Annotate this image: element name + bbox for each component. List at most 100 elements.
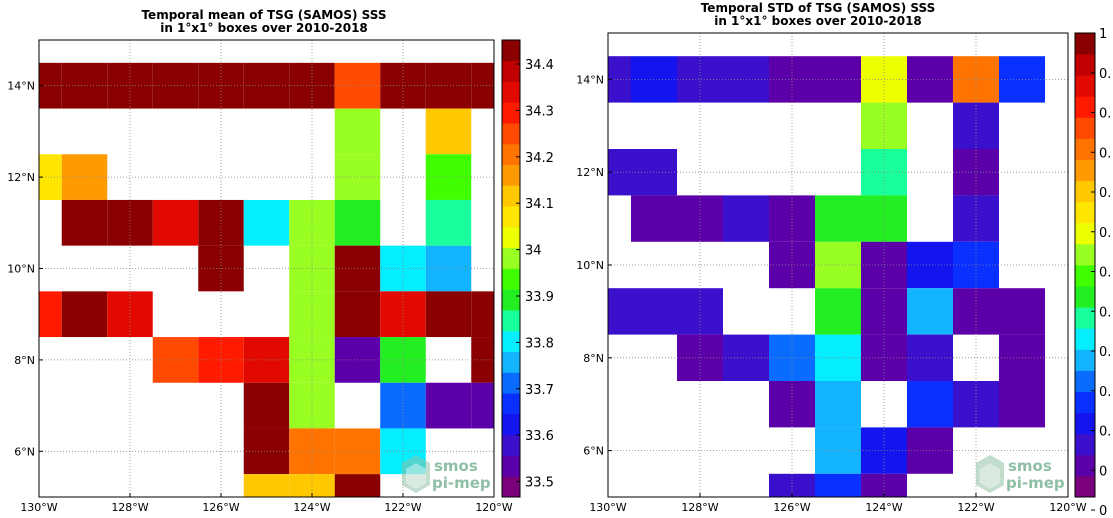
- colorbar-segment: [1075, 96, 1095, 118]
- colorbar-segment: [502, 185, 520, 207]
- x-tick-label: 126°W: [202, 501, 239, 514]
- y-tick-label: 12°N: [7, 171, 35, 184]
- colorbar-segment: [502, 247, 520, 269]
- logo-text-smos: smos: [1008, 457, 1052, 475]
- sss-mean-chart: Temporal mean of TSG (SAMOS) SSS in 1°x1…: [7, 8, 554, 514]
- heatmap-cell: [61, 199, 108, 246]
- heatmap-cell: [243, 62, 290, 109]
- heatmap-cell: [953, 102, 999, 149]
- colorbar-segment: [502, 434, 520, 456]
- heatmap-cell: [861, 288, 907, 335]
- heatmap-cell: [815, 56, 861, 103]
- colorbar-segment: [1075, 180, 1095, 203]
- colorbar-tick-label: 0.: [1099, 425, 1111, 440]
- colorbar-frame: [501, 39, 521, 498]
- colorbar-tick-label: 34.3: [525, 104, 554, 119]
- y-tick-label: 8°N: [14, 354, 35, 367]
- heatmap-cell: [243, 337, 290, 383]
- colorbar-segment: [1075, 159, 1095, 182]
- colorbar-segment: [502, 226, 520, 249]
- x-tick-label: 130°W: [20, 501, 57, 514]
- heatmap-cell: [39, 291, 62, 338]
- y-tick-label: 10°N: [7, 263, 35, 276]
- heatmap-cell: [861, 473, 907, 497]
- colorbar-segment: [1075, 201, 1095, 224]
- heatmap-cell: [907, 288, 953, 335]
- colorbar-segment: [502, 60, 520, 82]
- colorbar-segment: [1075, 370, 1095, 392]
- x-tick-label: 130°W: [589, 501, 626, 514]
- heatmap-cell: [152, 62, 199, 109]
- heatmap-cell: [471, 291, 494, 338]
- heatmap-cell: [425, 382, 472, 429]
- y-tick-label: 10°N: [576, 259, 604, 272]
- heatmap-cell: [861, 102, 907, 149]
- colorbar-segment: [1075, 75, 1095, 97]
- colorbar-tick-label: 0.: [1099, 186, 1111, 201]
- y-tick-label: 6°N: [14, 445, 35, 458]
- colorbar-tick-label: 1: [1099, 27, 1107, 42]
- heatmap-cell: [243, 382, 290, 429]
- colorbar-segment: [502, 372, 520, 394]
- sss-std-chart: Temporal STD of TSG (SAMOS) SSS in 1°x1°…: [576, 1, 1111, 518]
- heatmap-cell: [769, 381, 815, 428]
- heatmap-cell: [61, 291, 108, 338]
- x-tick-label: 120°W: [475, 501, 512, 514]
- x-tick-label: 124°W: [293, 501, 330, 514]
- logo-text-pimep: pi-mep: [432, 474, 491, 492]
- y-tick-label: 6°N: [583, 445, 604, 458]
- colorbar-tick-label: 33.9: [525, 290, 554, 305]
- colorbar-segment: [1075, 138, 1095, 160]
- colorbar-tick-label: 33.8: [525, 336, 554, 351]
- heatmap-cell: [243, 474, 290, 497]
- colorbar-segment: [502, 455, 520, 477]
- heatmap-cell: [471, 62, 494, 109]
- heatmap-cell: [815, 195, 861, 242]
- heatmap-cell: [815, 381, 861, 428]
- x-axis-ticks: 130°W 128°W 126°W 124°W 122°W 120°W: [20, 493, 513, 514]
- colorbar-tick-label: 0.: [1099, 226, 1111, 241]
- colorbar-tick-label: 0.: [1099, 305, 1111, 320]
- colorbar-segment: [502, 123, 520, 145]
- x-tick-label: 128°W: [111, 501, 148, 514]
- heatmap-cell: [425, 154, 472, 200]
- grid-lines: [608, 33, 1068, 497]
- logo-text-pimep: pi-mep: [1006, 474, 1065, 492]
- colorbar-tick-label: 34.2: [525, 151, 554, 166]
- colorbar-segment: [1075, 54, 1095, 76]
- heatmap-cell: [243, 428, 290, 475]
- smos-logo-icon: [402, 455, 430, 493]
- heatmap-cell: [815, 334, 861, 381]
- colorbar-frame: [1074, 32, 1096, 498]
- colorbar-tick-label: 0.: [1099, 67, 1111, 82]
- colorbar-segment: [1075, 117, 1095, 139]
- colorbar-segment: [502, 268, 520, 290]
- x-tick-label: 128°W: [681, 501, 718, 514]
- colorbar-tick-label: 33.6: [525, 429, 554, 444]
- heatmap-cell: [425, 199, 472, 246]
- colorbar-segment: [502, 413, 520, 436]
- heatmap-cell: [999, 381, 1045, 428]
- colorbar-segment: [1075, 454, 1095, 477]
- heatmap-cells: [608, 56, 1045, 497]
- chart-title-line-1: Temporal mean of TSG (SAMOS) SSS: [141, 8, 386, 22]
- colorbar-segment: [502, 351, 520, 373]
- y-tick-label: 14°N: [7, 80, 35, 93]
- heatmap-cells: [39, 62, 494, 497]
- colorbar-tick-label: 0.: [1099, 266, 1111, 281]
- colorbar-segment: [1075, 222, 1095, 245]
- chart-title-line-2: in 1°x1° boxes over 2010-2018: [714, 14, 922, 28]
- logo-text-smos: smos: [434, 457, 478, 475]
- colorbar-tick-label: 0.: [1099, 107, 1111, 122]
- colorbar-segment: [502, 40, 520, 62]
- colorbar-segment: [1075, 412, 1095, 435]
- chart-title-line-1: Temporal STD of TSG (SAMOS) SSS: [701, 1, 936, 15]
- colorbar-segment: [502, 310, 520, 332]
- heatmap-cell: [425, 291, 472, 338]
- colorbar-segment: [1075, 33, 1095, 55]
- heatmap-cell: [953, 288, 999, 335]
- heatmap-cell: [815, 241, 861, 289]
- heatmap-cell: [631, 288, 677, 335]
- x-tick-label: 126°W: [773, 501, 810, 514]
